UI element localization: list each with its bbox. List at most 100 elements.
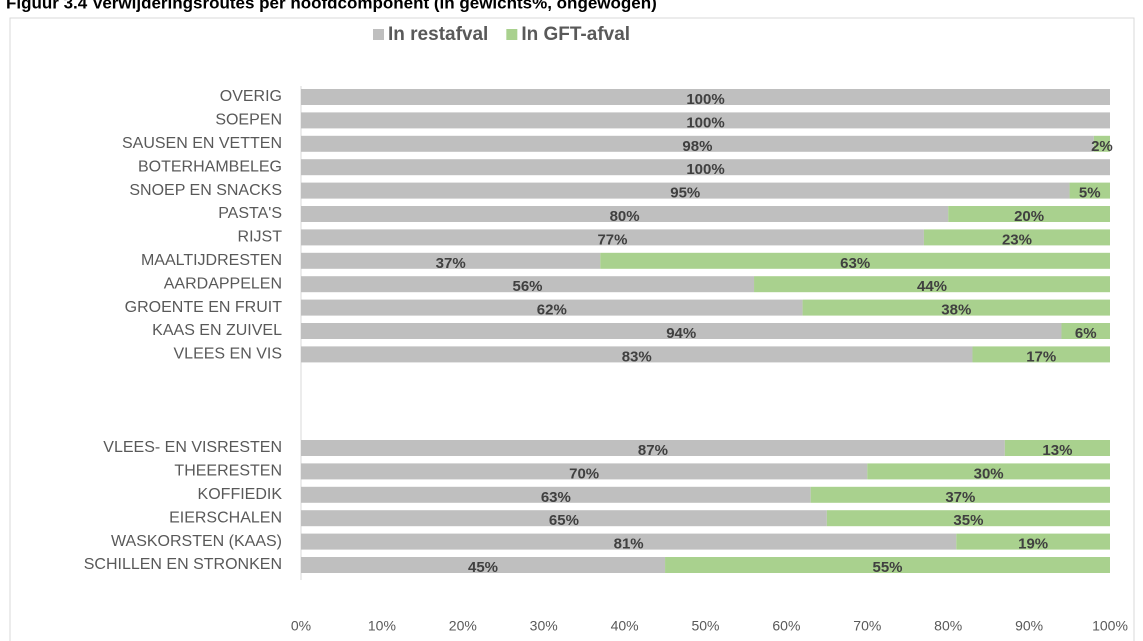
data-label: 5% (1079, 185, 1101, 202)
x-tick-label: 80% (934, 618, 962, 634)
data-label: 56% (513, 278, 543, 295)
bar-segment (301, 229, 924, 246)
x-tick-label: 100% (1092, 618, 1128, 634)
bar-segment (600, 252, 1110, 269)
bar-segment (301, 135, 1094, 152)
bar-segment (301, 463, 868, 480)
data-label: 55% (873, 559, 903, 576)
bar-segment (956, 533, 1110, 550)
data-label: 13% (1042, 442, 1072, 459)
y-tick-label: WASKORSTEN (KAAS) (111, 533, 282, 550)
data-label: 20% (1014, 208, 1044, 225)
y-tick-label: KAAS EN ZUIVEL (152, 322, 282, 339)
data-label: 38% (941, 302, 971, 319)
bar-segment (867, 463, 1110, 480)
y-tick-label: VLEES EN VIS (174, 346, 283, 363)
x-tick-label: 20% (449, 618, 477, 634)
x-tick-label: 90% (1015, 618, 1043, 634)
x-tick-label: 70% (853, 618, 881, 634)
bar-segment (301, 252, 601, 269)
y-tick-label: BOTERHAMBELEG (138, 158, 282, 175)
bar-segment (810, 486, 1110, 503)
data-label: 2% (1091, 138, 1113, 155)
bar-segment (1069, 182, 1110, 199)
x-tick-label: 0% (291, 618, 311, 634)
bar-segment (301, 89, 1110, 105)
data-label: 77% (597, 231, 627, 248)
legend-label: In GFT-afval (521, 24, 630, 45)
x-tick-label: 40% (611, 618, 639, 634)
data-label: 62% (537, 302, 567, 319)
y-tick-label: RIJST (238, 229, 283, 246)
bar-segment (826, 510, 1110, 527)
bar-segment (301, 299, 803, 316)
y-tick-label: OVERIG (220, 88, 282, 105)
y-tick-label: MAALTIJDRESTEN (141, 252, 282, 269)
bar-segment (301, 510, 827, 527)
data-label: 87% (638, 442, 668, 459)
y-tick-label: SCHILLEN EN STRONKEN (84, 556, 282, 573)
bar-segment (948, 206, 1110, 222)
bar-segment (972, 346, 1110, 363)
y-tick-label: SNOEP EN SNACKS (129, 182, 282, 199)
data-label: 94% (666, 325, 696, 342)
data-label: 100% (686, 114, 724, 131)
data-label: 30% (974, 465, 1004, 482)
bar-segment (1061, 323, 1110, 339)
y-tick-label: GROENTE EN FRUIT (125, 299, 283, 316)
bar-segment (301, 440, 1005, 456)
data-label: 45% (468, 559, 498, 576)
data-label: 63% (840, 255, 870, 272)
bar-segment (1004, 440, 1110, 456)
bar-segment (301, 112, 1110, 129)
y-tick-label: KOFFIEDIK (198, 486, 283, 503)
data-label: 70% (569, 465, 599, 482)
bar-segment (665, 557, 1110, 573)
bar-segment (923, 229, 1110, 246)
y-tick-label: PASTA'S (218, 205, 282, 222)
bar-segment (301, 206, 949, 222)
data-label: 63% (541, 489, 571, 506)
bar-segment (301, 323, 1062, 339)
y-tick-label: AARDAPPELEN (164, 275, 282, 292)
y-tick-label: VLEES- EN VISRESTEN (103, 439, 282, 456)
bar-segment (301, 486, 811, 503)
data-label: 19% (1018, 536, 1048, 553)
data-label: 83% (622, 348, 652, 365)
chart-title: Figuur 3.4 Verwijderingsroutes per hoofd… (6, 0, 657, 12)
x-tick-label: 50% (691, 618, 719, 634)
bar-segment (301, 276, 755, 293)
bar-segment (754, 276, 1110, 293)
x-tick-label: 10% (368, 618, 396, 634)
data-label: 80% (610, 208, 640, 225)
data-label: 37% (436, 255, 466, 272)
data-label: 81% (614, 536, 644, 553)
legend-swatch (506, 29, 518, 40)
legend-label: In restafval (388, 24, 488, 45)
data-label: 17% (1026, 348, 1056, 365)
data-label: 100% (686, 161, 724, 178)
bar-segment (802, 299, 1110, 316)
y-tick-label: SOEPEN (215, 112, 282, 129)
legend-swatch (373, 29, 384, 40)
data-label: 95% (670, 185, 700, 202)
data-label: 44% (917, 278, 947, 295)
data-label: 65% (549, 512, 579, 529)
bar-segment (301, 182, 1070, 199)
data-label: 98% (682, 138, 712, 155)
x-tick-label: 60% (772, 618, 800, 634)
legend: In restafval In GFT-afval (373, 24, 630, 45)
y-tick-label: EIERSCHALEN (169, 509, 282, 526)
y-tick-label: THEERESTEN (174, 463, 282, 480)
bar-segment (301, 533, 957, 550)
bar-segment (1093, 135, 1110, 152)
bar-segment (301, 159, 1110, 176)
data-label: 100% (686, 91, 724, 108)
bar-segment (301, 346, 973, 363)
y-tick-label: SAUSEN EN VETTEN (122, 135, 282, 152)
x-tick-label: 30% (530, 618, 558, 634)
data-label: 6% (1075, 325, 1097, 342)
data-label: 37% (945, 489, 975, 506)
data-label: 35% (953, 512, 983, 529)
